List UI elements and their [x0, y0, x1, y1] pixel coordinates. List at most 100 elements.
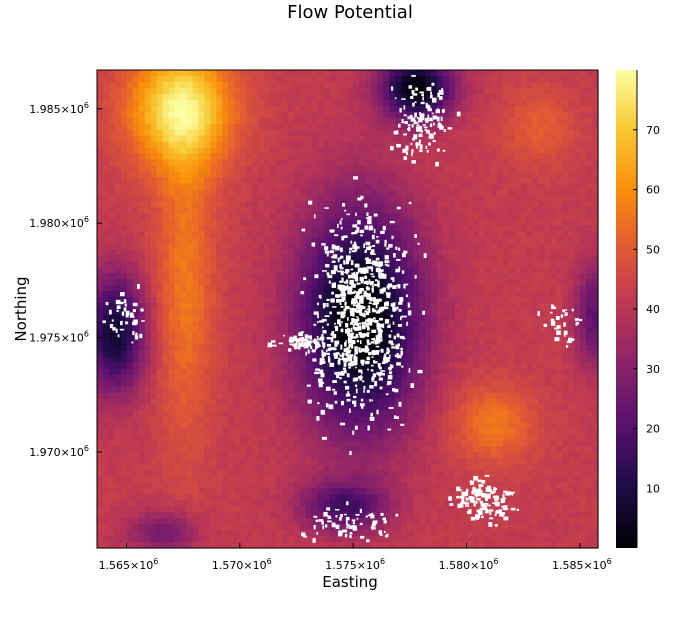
heatmap-cell: [269, 195, 277, 203]
heatmap-cell: [287, 93, 295, 101]
heatmap-cell: [556, 338, 563, 346]
heatmap-cell: [293, 183, 301, 191]
heatmap-cell: [389, 320, 396, 328]
heatmap-cell: [401, 159, 408, 167]
heatmap-cell: [514, 320, 522, 328]
heatmap-cell: [293, 177, 301, 185]
heatmap-cell: [120, 273, 128, 280]
heatmap-cell: [454, 297, 462, 304]
heatmap-cell: [156, 153, 164, 161]
heatmap-cell: [496, 165, 504, 173]
heatmap-cell: [156, 404, 164, 412]
heatmap-cell: [419, 177, 426, 185]
heatmap-cell: [222, 177, 229, 185]
heatmap-cell: [383, 87, 390, 95]
heatmap-cell: [114, 261, 122, 268]
heatmap-cell: [502, 368, 510, 376]
heatmap-cell: [329, 123, 337, 131]
heatmap-cell: [580, 117, 587, 125]
heatmap-cell: [490, 177, 498, 185]
heatmap-cell: [478, 81, 486, 89]
heatmap-cell: [442, 243, 450, 250]
heatmap-cell: [401, 165, 408, 173]
heatmap-cell: [502, 225, 510, 232]
heatmap-cell: [550, 291, 557, 298]
heatmap-cell: [460, 267, 468, 274]
heatmap-cell: [526, 332, 533, 340]
heatmap-cell: [347, 249, 355, 256]
heatmap-cell: [442, 213, 450, 220]
heatmap-cell: [329, 261, 337, 268]
heatmap-cell: [532, 320, 539, 328]
heatmap-cell: [341, 129, 349, 137]
heatmap-cell: [538, 416, 545, 424]
heatmap-cell: [150, 380, 158, 388]
heatmap-cell: [150, 159, 158, 167]
heatmap-cell: [258, 75, 265, 83]
heatmap-cell: [114, 147, 122, 155]
heatmap-cell: [514, 141, 522, 149]
heatmap-cell: [198, 219, 205, 226]
heatmap-cell: [502, 177, 510, 185]
heatmap-cell: [550, 213, 557, 220]
heatmap-cell: [138, 303, 146, 310]
heatmap-cell: [299, 123, 307, 131]
heatmap-cell: [258, 344, 265, 352]
heatmap-cell: [108, 93, 116, 101]
heatmap-cell: [460, 165, 468, 173]
heatmap-cell: [132, 422, 140, 430]
heatmap-cell: [425, 404, 432, 412]
heatmap-cell: [126, 261, 134, 268]
heatmap-cell: [186, 392, 194, 400]
heatmap-cell: [156, 87, 164, 95]
heatmap-cell: [329, 231, 337, 238]
heatmap-cell: [442, 165, 450, 173]
heatmap-cell: [168, 285, 176, 292]
heatmap-cell: [478, 255, 486, 262]
heatmap-cell: [168, 279, 176, 286]
heatmap-cell: [156, 213, 164, 220]
heatmap-cell: [568, 129, 575, 137]
heatmap-cell: [240, 386, 247, 394]
heatmap-cell: [532, 147, 539, 155]
heatmap-cell: [586, 147, 593, 155]
heatmap-cell: [228, 99, 235, 107]
heatmap-cell: [246, 416, 253, 424]
heatmap-cell: [275, 207, 283, 214]
heatmap-cell: [454, 70, 462, 77]
heatmap-cell: [419, 93, 426, 101]
heatmap-cell: [365, 201, 372, 209]
heatmap-cell: [431, 332, 438, 340]
heatmap-cell: [281, 374, 289, 382]
heatmap-cell: [347, 171, 355, 179]
heatmap-cell: [120, 368, 128, 376]
heatmap-cell: [436, 404, 444, 412]
heatmap-cell: [97, 171, 104, 179]
heatmap-cell: [395, 231, 402, 238]
heatmap-cell: [317, 291, 325, 298]
heatmap-cell: [586, 171, 593, 179]
heatmap-cell: [466, 291, 474, 298]
heatmap-cell: [466, 129, 474, 137]
heatmap-cell: [150, 314, 158, 322]
heatmap-cell: [442, 350, 450, 358]
heatmap-cell: [407, 219, 414, 226]
heatmap-cell: [234, 159, 241, 167]
heatmap-cell: [287, 398, 295, 406]
heatmap-cell: [120, 183, 128, 191]
heatmap-cell: [580, 416, 587, 424]
heatmap-cell: [299, 368, 307, 376]
heatmap-cell: [258, 183, 265, 191]
heatmap-cell: [478, 297, 486, 304]
heatmap-cell: [305, 356, 313, 364]
heatmap-cell: [246, 207, 253, 214]
heatmap-cell: [550, 141, 557, 149]
heatmap-cell: [341, 135, 349, 143]
heatmap-cell: [293, 273, 301, 280]
heatmap-cell: [401, 243, 408, 250]
heatmap-cell: [514, 219, 522, 226]
heatmap-cell: [275, 243, 283, 250]
heatmap-cell: [108, 422, 116, 430]
heatmap-cell: [108, 380, 116, 388]
heatmap-cell: [413, 195, 420, 203]
